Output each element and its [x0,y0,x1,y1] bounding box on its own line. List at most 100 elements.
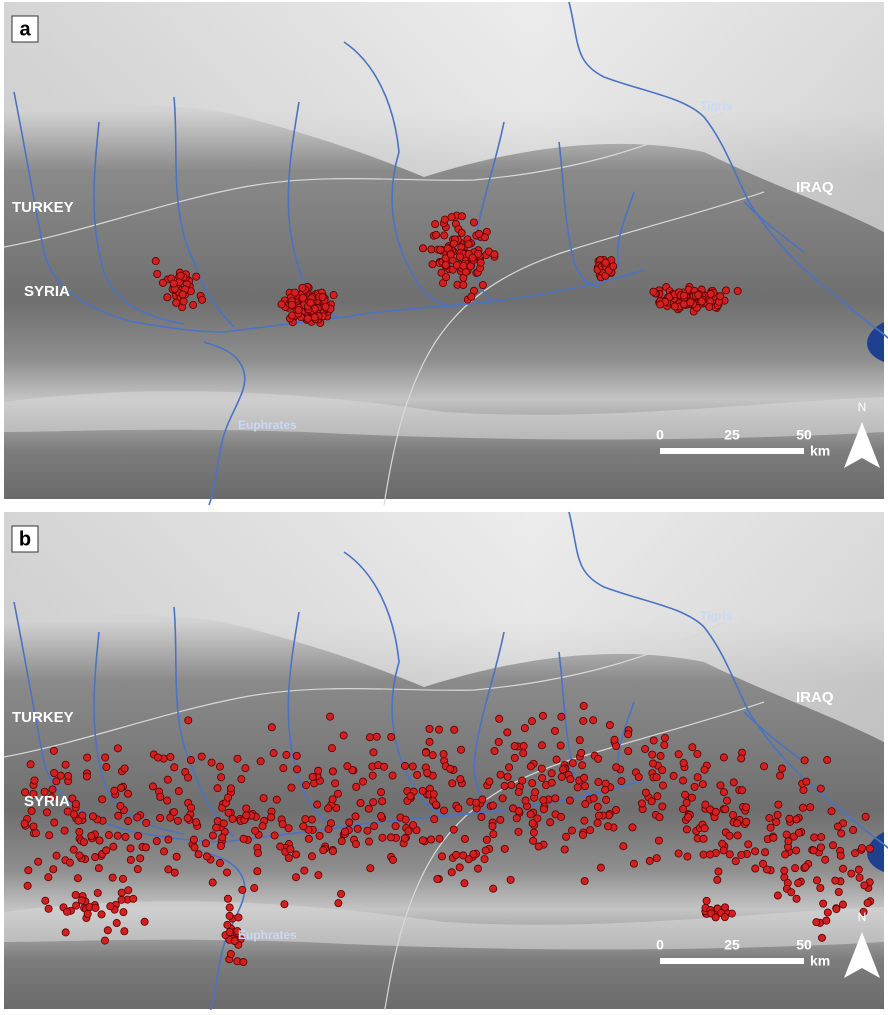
figure: aTURKEYSYRIAIRAQTigrisEuphrates02550kmNb… [0,0,888,1010]
site [483,836,490,843]
site [111,787,118,794]
site [594,819,601,826]
site [590,717,597,724]
site [671,303,678,310]
site [695,291,702,298]
site [214,785,221,792]
site [105,831,112,838]
site [580,717,587,724]
site [681,791,688,798]
site [304,315,311,322]
site [53,852,60,859]
site [580,702,587,709]
site [164,776,171,783]
site [80,839,87,846]
site [409,821,416,828]
site [338,838,345,845]
site [353,783,360,790]
site [776,772,783,779]
site [505,764,512,771]
site [793,816,800,823]
site [557,813,564,820]
site [475,230,482,237]
site [451,726,458,733]
site [659,767,666,774]
site [683,826,690,833]
site [641,745,648,752]
site [455,805,462,812]
site [405,827,412,834]
site [781,867,788,874]
site [127,845,134,852]
country-label: TURKEY [12,199,74,216]
site [280,765,287,772]
site [167,753,174,760]
site [125,887,132,894]
site [508,781,515,788]
site [722,287,729,294]
site [164,797,171,804]
site [137,855,144,862]
site [714,876,721,883]
site [243,812,250,819]
site [442,261,449,268]
site [501,782,508,789]
site [684,853,691,860]
site [700,835,707,842]
site [165,836,172,843]
site [527,763,534,770]
site [586,827,593,834]
site [171,764,178,771]
site [568,827,575,834]
site [102,754,109,761]
site [315,767,322,774]
site [532,789,539,796]
site [460,262,467,269]
site [638,800,645,807]
site [535,843,542,850]
site [240,835,247,842]
site [604,823,611,830]
site [292,874,299,881]
site [824,909,831,916]
site [260,795,267,802]
site [430,791,437,798]
site [45,905,52,912]
site [329,848,336,855]
site [649,760,656,767]
site [602,796,609,803]
site [424,769,431,776]
site [839,865,846,872]
site [801,757,808,764]
scale-tick-label: 25 [724,937,740,953]
site [553,756,560,763]
site [481,856,488,863]
site [124,790,131,797]
site [177,272,184,279]
river-label: Tigris [700,609,733,623]
north-label: N [858,400,867,414]
site [433,231,440,238]
site [723,797,730,804]
site [429,752,436,759]
site [453,851,460,858]
site [438,853,445,860]
site [302,816,309,823]
site [96,837,103,844]
site [839,901,846,908]
site [561,846,568,853]
country-label: TURKEY [12,709,74,726]
site [288,784,295,791]
site [834,823,841,830]
site [597,864,604,871]
site [30,823,37,830]
site [179,291,186,298]
site [458,213,465,220]
site [440,751,447,758]
site [715,868,722,875]
site [802,863,809,870]
site [427,836,434,843]
site [501,845,508,852]
site [283,751,290,758]
site [810,847,817,854]
